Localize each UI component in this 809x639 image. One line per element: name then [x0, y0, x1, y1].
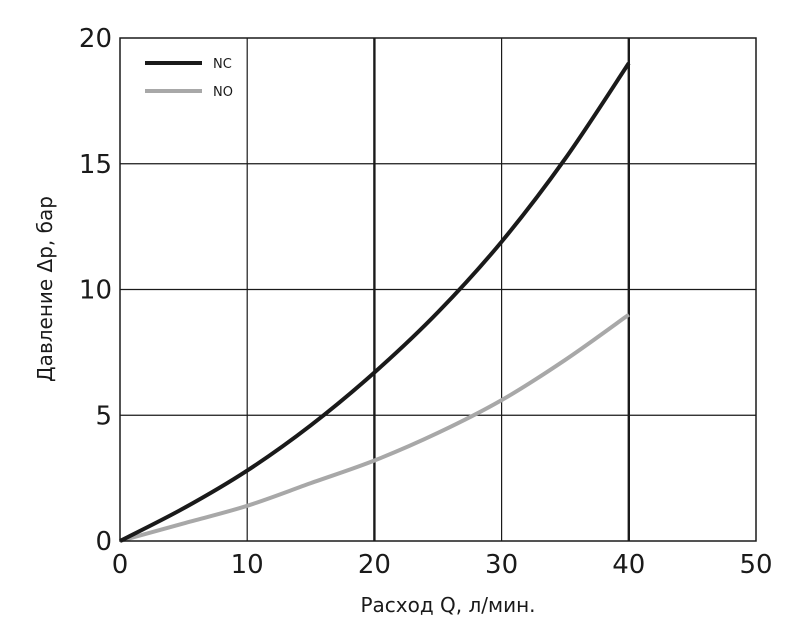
x-tick-label-40: 40 — [612, 550, 645, 580]
legend-label-nc: NC — [213, 57, 232, 72]
y-tick-label-0: 0 — [95, 527, 112, 557]
y-tick-label-15: 15 — [79, 150, 112, 180]
x-tick-label-30: 30 — [485, 550, 518, 580]
grid — [120, 38, 756, 541]
tick-labels: 0 10 20 30 40 50 0 5 10 15 20 — [79, 24, 773, 580]
x-tick-label-50: 50 — [739, 550, 772, 580]
y-tick-label-10: 10 — [79, 276, 112, 306]
x-tick-label-20: 20 — [358, 550, 391, 580]
series-lines — [119, 62, 631, 543]
x-axis-label: Расход Q, л/мин. — [360, 593, 535, 617]
y-tick-label-20: 20 — [79, 24, 112, 54]
x-tick-label-10: 10 — [231, 550, 264, 580]
legend: NC NO — [145, 57, 233, 100]
x-tick-label-0: 0 — [112, 550, 129, 580]
y-tick-label-5: 5 — [95, 401, 112, 431]
series-line-no — [119, 313, 630, 543]
legend-label-no: NO — [213, 85, 233, 100]
y-axis-label: Давление Δp, бар — [33, 196, 57, 382]
plot-frame — [119, 37, 757, 542]
series-line-nc — [119, 62, 631, 543]
